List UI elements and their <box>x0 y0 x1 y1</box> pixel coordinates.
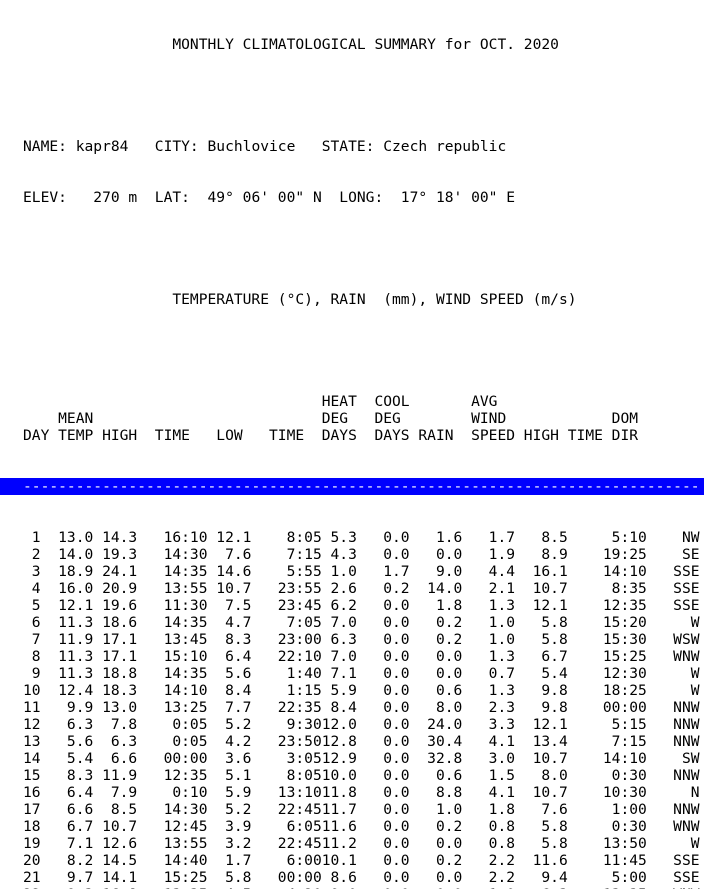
table-row: 6 11.3 18.6 14:35 4.7 7:05 7.0 0.0 0.2 1… <box>23 614 700 631</box>
table-body: 1 13.0 14.3 16:10 12.1 8:05 5.3 0.0 1.6 … <box>23 529 704 889</box>
table-row: 14 5.4 6.6 00:00 3.6 3:0512.9 0.0 32.8 3… <box>23 750 700 767</box>
table-row: 20 8.2 14.5 14:40 1.7 6:0010.1 0.0 0.2 2… <box>23 852 700 869</box>
table-row: 11 9.9 13.0 13:25 7.7 22:35 8.4 0.0 8.0 … <box>23 699 700 716</box>
table-row: 16 6.4 7.9 0:10 5.9 13:1011.8 0.0 8.8 4.… <box>23 784 700 801</box>
header-line-1: HEAT COOL AVG <box>23 393 498 410</box>
header-line-3: DAY TEMP HIGH TIME LOW TIME DAYS DAYS RA… <box>23 427 639 444</box>
table-row: 15 8.3 11.9 12:35 5.1 8:0510.0 0.0 0.6 1… <box>23 767 700 784</box>
table-row: 22 9.3 16.8 13:35 4.5 4:20 9.0 0.0 0.0 1… <box>23 886 704 889</box>
table-row: 2 14.0 19.3 14:30 7.6 7:15 4.3 0.0 0.0 1… <box>23 546 700 563</box>
report-title: MONTHLY CLIMATOLOGICAL SUMMARY for OCT. … <box>172 36 559 53</box>
blank-line <box>23 87 704 104</box>
table-header: HEAT COOL AVG MEAN DEG DEG WIND DOM DAY T… <box>23 393 704 444</box>
table-row: 21 9.7 14.1 15:25 5.8 00:00 8.6 0.0 0.0 … <box>23 869 700 886</box>
table-row: 12 6.3 7.8 0:05 5.2 9:3012.0 0.0 24.0 3.… <box>23 716 700 733</box>
table-row: 5 12.1 19.6 11:30 7.5 23:45 6.2 0.0 1.8 … <box>23 597 700 614</box>
station-location-line: ELEV: 270 m LAT: 49° 06' 00" N LONG: 17°… <box>23 189 516 206</box>
table-row: 4 16.0 20.9 13:55 10.7 23:55 2.6 0.2 14.… <box>23 580 700 597</box>
table-row: 9 11.3 18.8 14:35 5.6 1:40 7.1 0.0 0.0 0… <box>23 665 700 682</box>
table-row: 3 18.9 24.1 14:35 14.6 5:55 1.0 1.7 9.0 … <box>23 563 700 580</box>
blank-line <box>23 342 704 359</box>
selected-separator-line[interactable]: ----------------------------------------… <box>0 478 704 495</box>
blank-line <box>23 240 704 257</box>
table-row: 10 12.4 18.3 14:10 8.4 1:15 5.9 0.0 0.6 … <box>23 682 700 699</box>
table-row: 17 6.6 8.5 14:30 5.2 22:4511.7 0.0 1.0 1… <box>23 801 700 818</box>
table-row: 19 7.1 12.6 13:55 3.2 22:4511.2 0.0 0.0 … <box>23 835 700 852</box>
station-name-line: NAME: kapr84 CITY: Buchlovice STATE: Cze… <box>23 138 507 155</box>
table-row: 13 5.6 6.3 0:05 4.2 23:5012.8 0.0 30.4 4… <box>23 733 700 750</box>
header-line-2: MEAN DEG DEG WIND DOM <box>23 410 639 427</box>
units-line: TEMPERATURE (°C), RAIN (mm), WIND SPEED … <box>172 291 577 308</box>
table-row: 7 11.9 17.1 13:45 8.3 23:00 6.3 0.0 0.2 … <box>23 631 700 648</box>
table-row: 18 6.7 10.7 12:45 3.9 6:0511.6 0.0 0.2 0… <box>23 818 700 835</box>
table-row: 1 13.0 14.3 16:10 12.1 8:05 5.3 0.0 1.6 … <box>23 529 700 546</box>
table-row: 8 11.3 17.1 15:10 6.4 22:10 7.0 0.0 0.0 … <box>23 648 700 665</box>
